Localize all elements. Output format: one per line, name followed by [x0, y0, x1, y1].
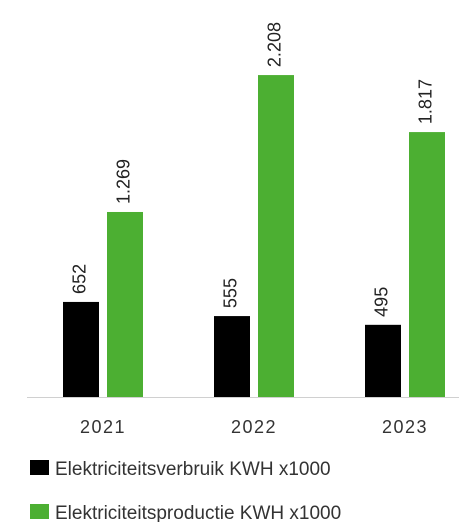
bar: [107, 211, 143, 397]
value-label: 1.269: [114, 159, 134, 204]
x-tick-label: 2023: [382, 417, 428, 437]
x-tick-label: 2022: [231, 417, 277, 437]
bar: [409, 132, 445, 397]
value-label: 652: [70, 264, 90, 294]
legend-swatch: [30, 460, 49, 475]
value-label: 555: [221, 278, 241, 308]
bar: [258, 75, 294, 397]
value-label: 1.817: [416, 79, 436, 124]
value-label: 2.208: [265, 22, 285, 67]
legend-swatch: [30, 504, 49, 519]
x-tick-label: 2021: [80, 417, 126, 437]
legend-label: Elektriciteitsverbruik KWH x1000: [55, 459, 331, 480]
legend-label: Elektriciteitsproductie KWH x1000: [55, 503, 341, 522]
bar: [214, 316, 250, 397]
bar: [63, 301, 99, 397]
value-label: 495: [372, 287, 392, 317]
bar: [365, 324, 401, 397]
